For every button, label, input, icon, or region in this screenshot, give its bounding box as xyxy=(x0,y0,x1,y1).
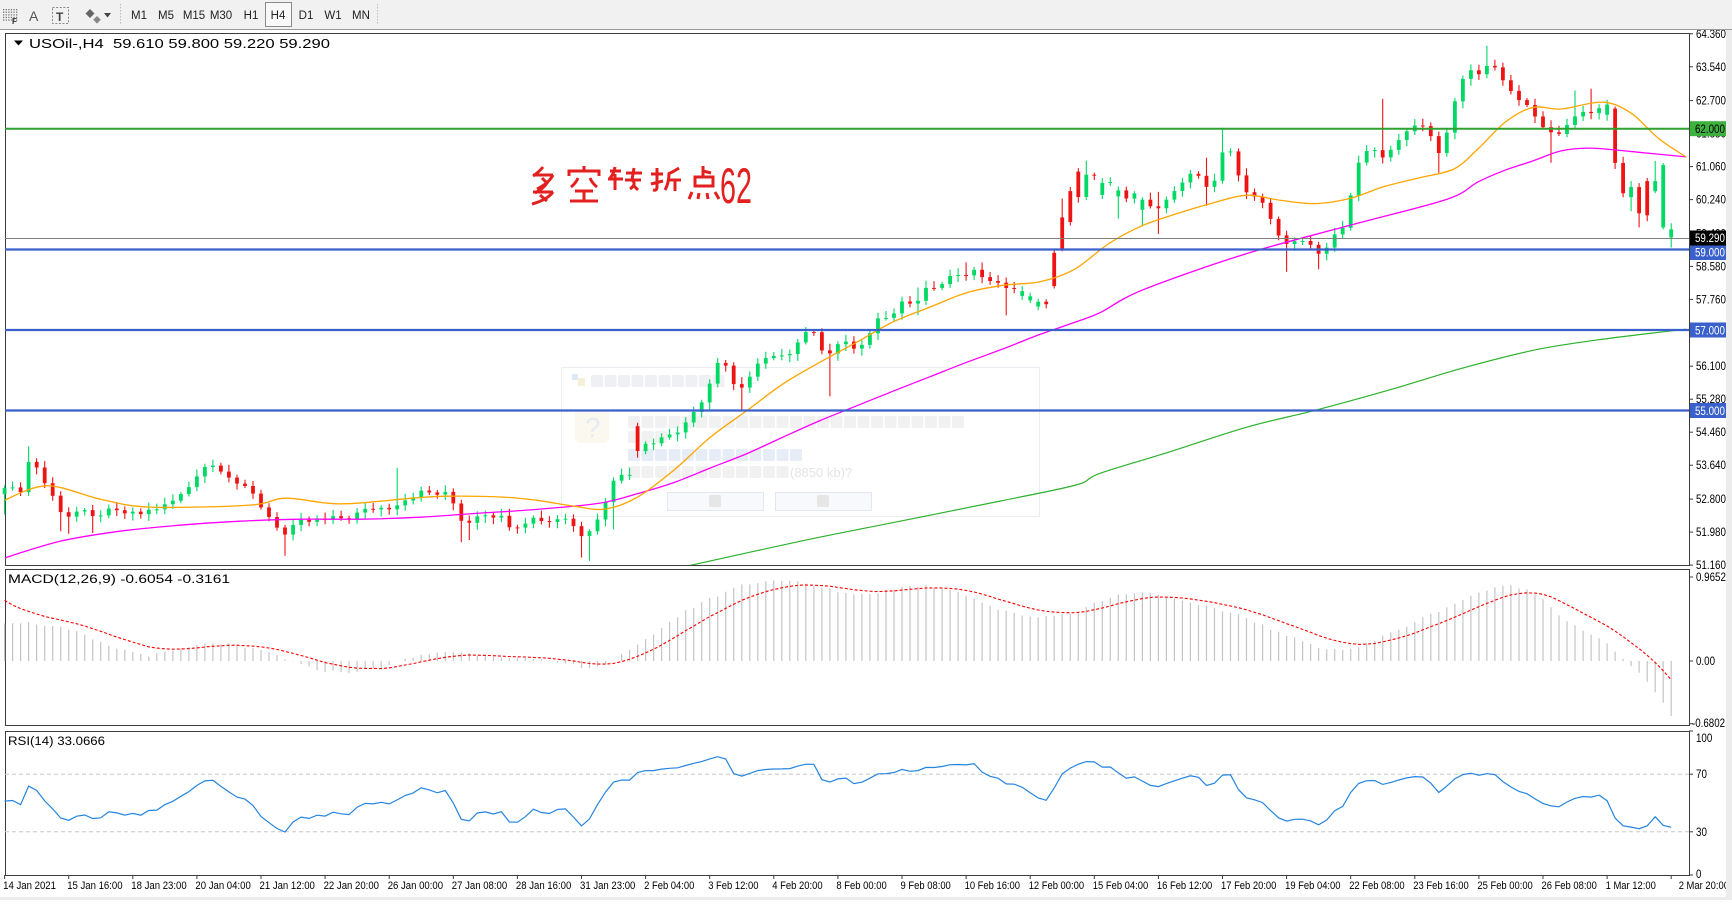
svg-text:27 Jan 08:00: 27 Jan 08:00 xyxy=(452,880,507,892)
svg-text:M15: M15 xyxy=(183,10,205,22)
svg-text:62: 62 xyxy=(720,158,752,214)
svg-text:1 Mar 12:00: 1 Mar 12:00 xyxy=(1606,880,1656,892)
svg-text:USOil-,H4 59.610 59.800 59.22: USOil-,H4 59.610 59.800 59.220 59.290 xyxy=(29,37,330,51)
svg-text:31 Jan 23:00: 31 Jan 23:00 xyxy=(580,880,635,892)
svg-text:(8850 kb)?: (8850 kb)? xyxy=(790,465,852,480)
svg-text:M30: M30 xyxy=(210,10,232,22)
svg-text:4 Feb 20:00: 4 Feb 20:00 xyxy=(772,880,822,892)
svg-text:M1: M1 xyxy=(131,10,147,22)
svg-text:-0.6802: -0.6802 xyxy=(1692,718,1725,730)
svg-text:15 Jan 16:00: 15 Jan 16:00 xyxy=(67,880,122,892)
svg-text:14 Jan 2021: 14 Jan 2021 xyxy=(3,880,56,892)
svg-text:9 Feb 08:00: 9 Feb 08:00 xyxy=(901,880,951,892)
svg-text:?: ? xyxy=(585,412,601,443)
svg-text:58.580: 58.580 xyxy=(1696,261,1726,273)
svg-text:21 Jan 12:00: 21 Jan 12:00 xyxy=(260,880,315,892)
svg-text:51.160: 51.160 xyxy=(1696,560,1726,572)
svg-text:MN: MN xyxy=(352,10,370,22)
svg-text:59.290: 59.290 xyxy=(1695,233,1725,245)
svg-text:59.000: 59.000 xyxy=(1695,248,1725,260)
svg-text:0.9652: 0.9652 xyxy=(1696,572,1726,584)
svg-text:62.700: 62.700 xyxy=(1696,96,1726,108)
svg-text:55.000: 55.000 xyxy=(1695,406,1725,418)
svg-text:20 Jan 04:00: 20 Jan 04:00 xyxy=(195,880,250,892)
svg-text:23 Feb 16:00: 23 Feb 16:00 xyxy=(1413,880,1468,892)
svg-text:D1: D1 xyxy=(299,10,314,22)
svg-text:H1: H1 xyxy=(244,10,259,22)
svg-text:19 Feb 04:00: 19 Feb 04:00 xyxy=(1285,880,1340,892)
svg-text:56.100: 56.100 xyxy=(1696,361,1726,373)
svg-text:RSI(14) 33.0666: RSI(14) 33.0666 xyxy=(8,736,105,748)
svg-text:26 Jan 00:00: 26 Jan 00:00 xyxy=(388,880,443,892)
svg-text:70: 70 xyxy=(1696,769,1707,781)
svg-text:10 Feb 16:00: 10 Feb 16:00 xyxy=(965,880,1020,892)
svg-text:57.760: 57.760 xyxy=(1696,294,1726,306)
svg-text:30: 30 xyxy=(1696,827,1707,839)
svg-text:16 Feb 12:00: 16 Feb 12:00 xyxy=(1157,880,1212,892)
svg-text:22 Feb 08:00: 22 Feb 08:00 xyxy=(1349,880,1404,892)
svg-text:3 Feb 12:00: 3 Feb 12:00 xyxy=(708,880,758,892)
svg-text:0: 0 xyxy=(1696,869,1701,881)
svg-text:63.540: 63.540 xyxy=(1696,62,1726,74)
svg-text:MACD(12,26,9) -0.6054 -0.3161: MACD(12,26,9) -0.6054 -0.3161 xyxy=(8,574,230,586)
svg-text:54.460: 54.460 xyxy=(1696,427,1726,439)
svg-text:100: 100 xyxy=(1696,733,1712,745)
svg-text:52.800: 52.800 xyxy=(1696,494,1726,506)
svg-text:0.00: 0.00 xyxy=(1696,656,1715,668)
svg-text:26 Feb 08:00: 26 Feb 08:00 xyxy=(1542,880,1597,892)
svg-text:57.000: 57.000 xyxy=(1695,326,1725,338)
svg-text:22 Jan 20:00: 22 Jan 20:00 xyxy=(324,880,379,892)
svg-text:F: F xyxy=(12,17,17,26)
svg-text:H4: H4 xyxy=(271,10,286,22)
svg-text:W1: W1 xyxy=(324,10,341,22)
svg-text:15 Feb 04:00: 15 Feb 04:00 xyxy=(1093,880,1148,892)
svg-text:17 Feb 20:00: 17 Feb 20:00 xyxy=(1221,880,1276,892)
svg-text:28 Jan 16:00: 28 Jan 16:00 xyxy=(516,880,571,892)
svg-text:8 Feb 00:00: 8 Feb 00:00 xyxy=(836,880,886,892)
svg-text:2 Feb 04:00: 2 Feb 04:00 xyxy=(644,880,694,892)
svg-text:60.240: 60.240 xyxy=(1696,195,1726,207)
svg-text:64.360: 64.360 xyxy=(1696,29,1726,41)
svg-text:53.640: 53.640 xyxy=(1696,460,1726,472)
svg-text:62.000: 62.000 xyxy=(1695,124,1725,136)
svg-text:12 Feb 00:00: 12 Feb 00:00 xyxy=(1029,880,1084,892)
svg-text:2 Mar 20:00: 2 Mar 20:00 xyxy=(1679,880,1729,892)
svg-text:51.980: 51.980 xyxy=(1696,527,1726,539)
svg-text:25 Feb 00:00: 25 Feb 00:00 xyxy=(1477,880,1532,892)
svg-text:M5: M5 xyxy=(158,10,174,22)
svg-text:61.060: 61.060 xyxy=(1696,162,1726,174)
svg-text:A: A xyxy=(29,8,39,24)
svg-text:T: T xyxy=(56,10,64,24)
svg-text:18 Jan 23:00: 18 Jan 23:00 xyxy=(131,880,186,892)
